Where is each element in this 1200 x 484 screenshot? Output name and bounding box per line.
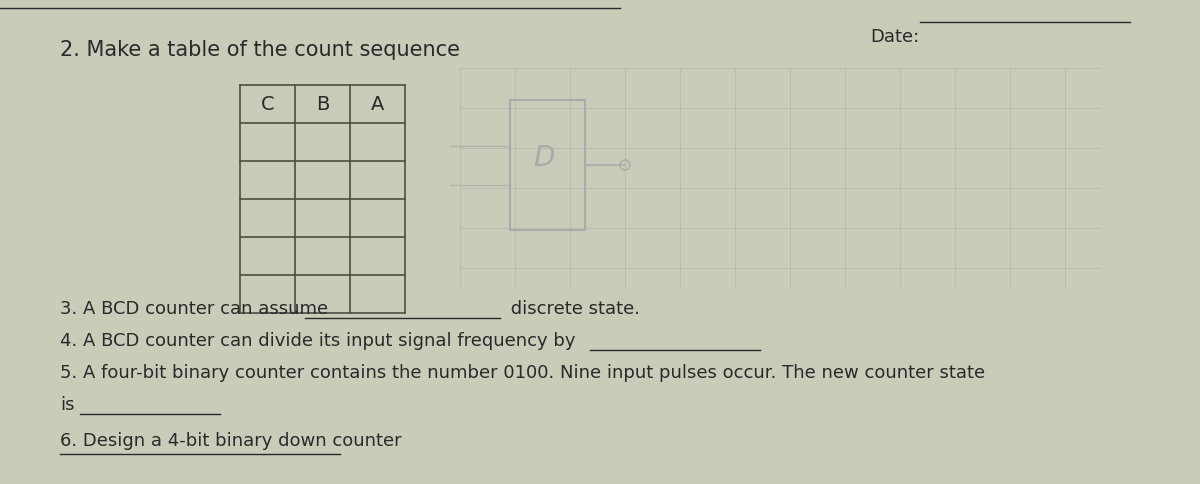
Text: 5. A four-bit binary counter contains the number 0100. Nine input pulses occur. : 5. A four-bit binary counter contains th… <box>60 364 985 382</box>
Text: is: is <box>60 396 74 414</box>
Text: 3. A BCD counter can assume: 3. A BCD counter can assume <box>60 300 334 318</box>
Text: Date:: Date: <box>870 28 919 46</box>
Text: discrete state.: discrete state. <box>505 300 640 318</box>
Bar <box>510 100 586 230</box>
Text: B: B <box>316 94 329 114</box>
Text: A: A <box>371 94 384 114</box>
Text: 6. Design a 4-bit binary down counter: 6. Design a 4-bit binary down counter <box>60 432 402 450</box>
Text: C: C <box>260 94 275 114</box>
Text: 4. A BCD counter can divide its input signal frequency by: 4. A BCD counter can divide its input si… <box>60 332 581 350</box>
Text: D: D <box>533 145 554 172</box>
Text: 2. Make a table of the count sequence: 2. Make a table of the count sequence <box>60 40 460 60</box>
